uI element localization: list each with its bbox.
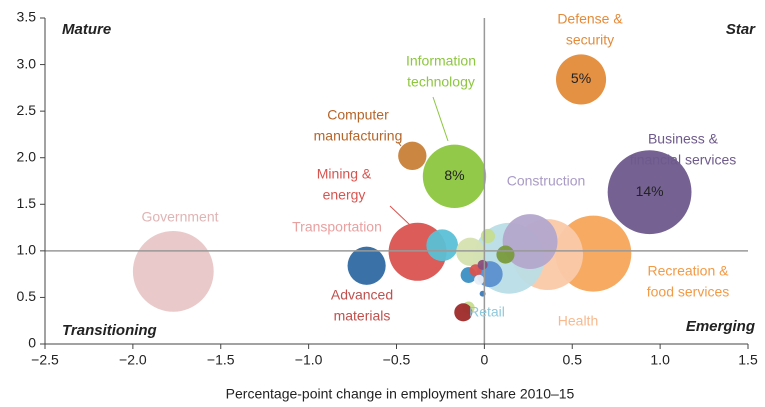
quadrant-label: Mature (62, 21, 111, 38)
bubble (477, 259, 488, 270)
bubble-label: Business & (648, 131, 719, 147)
bubble-value-label: 8% (444, 167, 464, 183)
bubble (422, 144, 487, 209)
bubble (426, 229, 459, 262)
y-tick-label: 2.0 (17, 148, 37, 164)
x-tick-label: 1.5 (738, 352, 758, 368)
bubble-label: Retail (469, 304, 505, 320)
bubble-label: Health (558, 313, 598, 329)
leader-line (389, 205, 411, 226)
x-tick-label: −2.5 (31, 352, 59, 368)
bubble-label: Advanced (331, 287, 393, 303)
bubble (607, 150, 692, 235)
leader-line (397, 141, 402, 147)
bubble (480, 228, 495, 244)
bubble (132, 230, 214, 312)
y-tick-label: 1.5 (17, 195, 37, 211)
bubble-label: manufacturing (314, 128, 403, 144)
x-tick-label: −2.0 (119, 352, 147, 368)
bubble (456, 237, 485, 266)
bubble-value-label: 5% (571, 70, 591, 86)
x-axis-label: Percentage-point change in employment sh… (226, 386, 575, 402)
y-tick-label: 1.0 (17, 242, 37, 258)
bubble-label: materials (334, 308, 391, 324)
bubble-value-label: 14% (636, 183, 664, 199)
bubble-label: Mining & (317, 166, 372, 182)
x-tick-label: 0.5 (563, 352, 583, 368)
bubble-label: Computer (327, 107, 389, 123)
x-tick-label: −1.0 (295, 352, 323, 368)
bubble-label: Information (406, 53, 476, 69)
bubble-label: food services (647, 284, 729, 300)
bubble-label: Construction (507, 173, 586, 189)
bubble (474, 274, 485, 285)
bubble (347, 246, 386, 285)
bubble-label: energy (323, 187, 366, 203)
y-tick-label: 2.5 (17, 102, 37, 118)
y-tick-label: 0.5 (17, 288, 37, 304)
y-tick-label: 0 (28, 335, 36, 351)
bubble (555, 54, 607, 105)
bubble-label: Recreation & (648, 263, 730, 279)
x-tick-label: 1.0 (650, 352, 670, 368)
bubble-label: security (566, 32, 614, 48)
bubble (496, 245, 515, 264)
x-tick-label: −1.5 (207, 352, 235, 368)
quadrant-label: Star (726, 21, 756, 38)
x-tick-label: −0.5 (383, 352, 411, 368)
bubble-label: Transportation (292, 219, 382, 235)
bubble (502, 214, 558, 269)
bubble-label: technology (407, 74, 475, 90)
y-tick-label: 3.0 (17, 55, 37, 71)
bubbles (132, 54, 692, 322)
leader-line (432, 96, 449, 142)
bubble (454, 303, 473, 322)
x-tick-label: 0 (480, 352, 488, 368)
bubble (398, 141, 427, 171)
quadrant-label: Emerging (686, 318, 755, 335)
bubble-label: financial services (630, 152, 737, 168)
bubble-label: Defense & (557, 11, 623, 27)
bubble-label: Government (141, 209, 218, 225)
y-tick-label: 3.5 (17, 9, 37, 25)
quadrant-label: Transitioning (62, 322, 157, 339)
